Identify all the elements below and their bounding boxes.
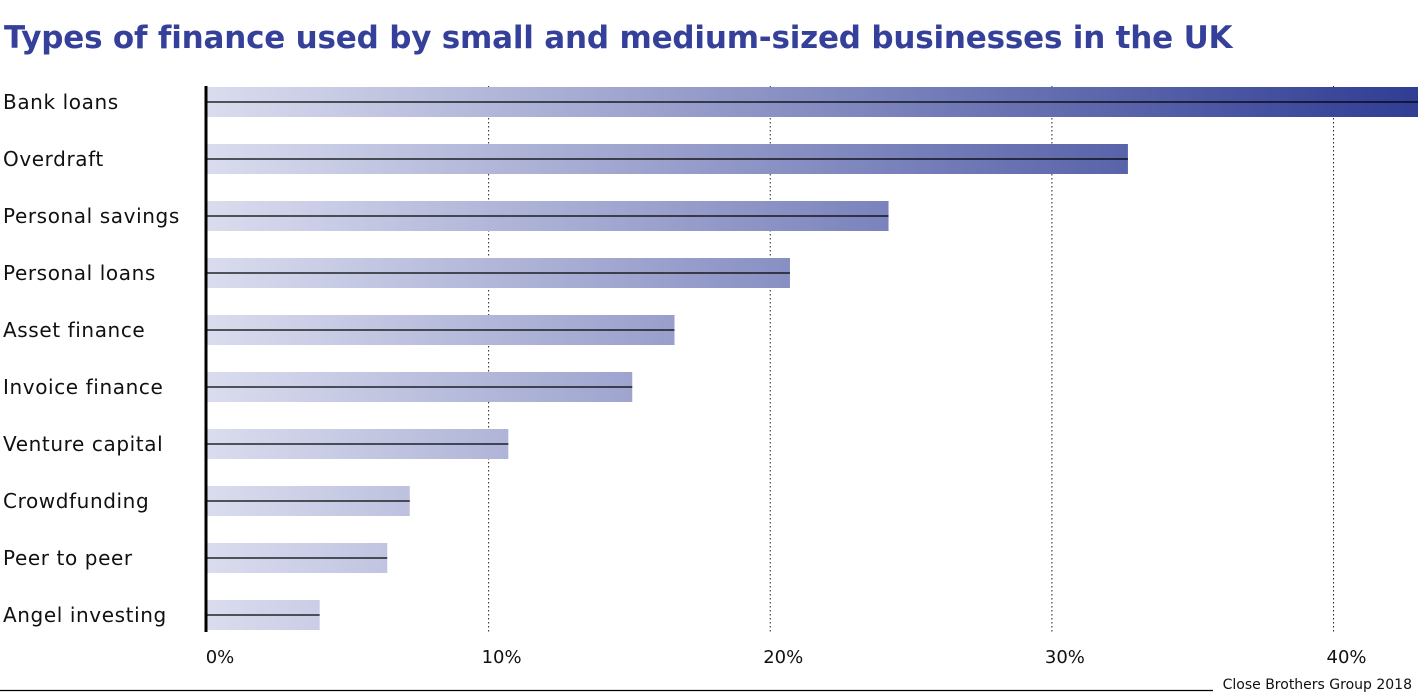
category-label: Personal savings bbox=[3, 204, 180, 228]
category-labels: Bank loans Overdraft Personal savings Perso… bbox=[3, 90, 180, 627]
x-tick-label: 30% bbox=[1045, 647, 1085, 668]
x-tick-labels: 0% 10% 20% 30% 40% bbox=[206, 647, 1367, 668]
x-tick-label: 40% bbox=[1327, 647, 1367, 668]
category-label: Venture capital bbox=[3, 432, 163, 456]
x-tick-label: 10% bbox=[482, 647, 522, 668]
x-tick-label: 20% bbox=[763, 647, 803, 668]
category-label: Overdraft bbox=[3, 147, 104, 171]
source-credit: Close Brothers Group 2018 bbox=[1222, 677, 1412, 693]
category-label: Peer to peer bbox=[3, 546, 133, 570]
x-tick-label: 0% bbox=[206, 647, 235, 668]
chart-title: Types of finance used by small and mediu… bbox=[4, 20, 1233, 56]
category-label: Personal loans bbox=[3, 261, 156, 285]
category-label: Crowdfunding bbox=[3, 489, 149, 513]
category-label: Bank loans bbox=[3, 90, 119, 114]
category-label: Asset finance bbox=[3, 318, 145, 342]
category-label: Angel investing bbox=[3, 603, 167, 627]
bars bbox=[207, 87, 1418, 630]
category-label: Invoice finance bbox=[3, 375, 163, 399]
gridlines bbox=[488, 86, 1335, 632]
